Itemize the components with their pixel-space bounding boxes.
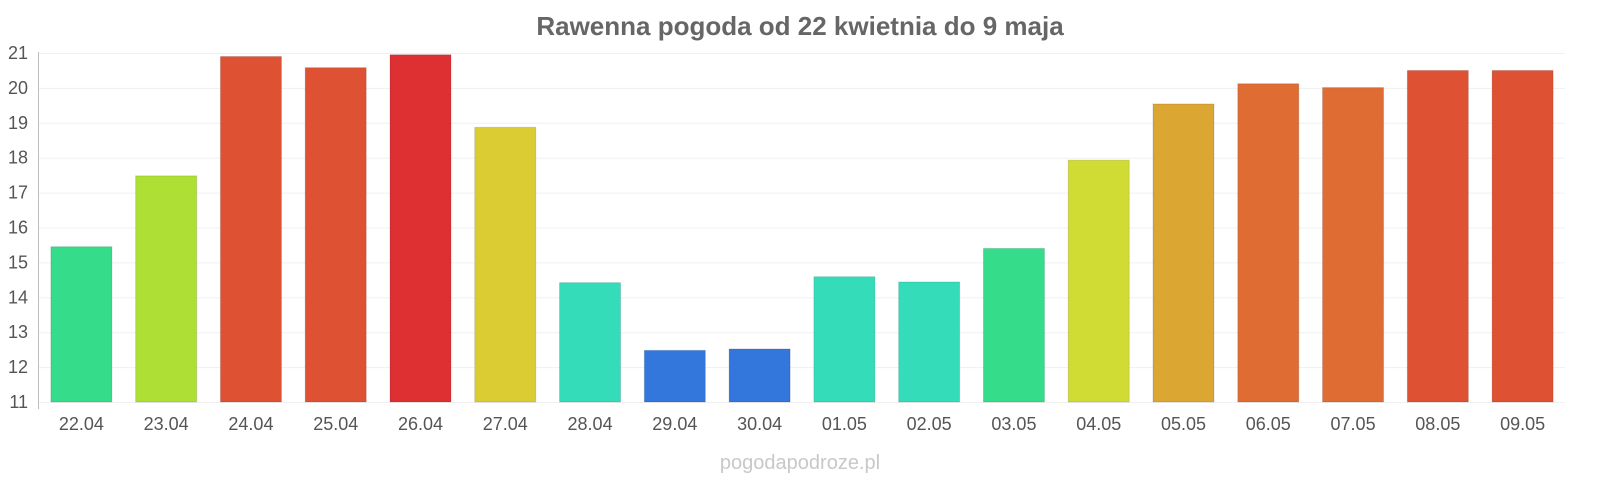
bar-24.04	[219, 55, 282, 403]
y-tick-label: 14	[8, 287, 28, 307]
bar-08.05	[1406, 69, 1469, 403]
bar-29.04	[643, 349, 706, 403]
x-tick-label: 08.05	[1415, 414, 1460, 434]
bar-26.04	[389, 54, 452, 403]
grid-lines	[39, 53, 1565, 403]
x-tick-label: 23.04	[144, 414, 189, 434]
bar-22.04	[50, 246, 113, 403]
x-tick-label: 22.04	[59, 414, 104, 434]
bar-27.04	[474, 126, 537, 403]
y-tick-label: 16	[8, 218, 28, 238]
y-tick-label: 20	[8, 78, 28, 98]
y-tick-label: 12	[8, 357, 28, 377]
x-tick-label: 28.04	[568, 414, 613, 434]
x-tick-label: 29.04	[652, 414, 697, 434]
chart-title: Rawenna pogoda od 22 kwietnia do 9 maja	[536, 11, 1064, 41]
x-axis-ticks: 22.04 23.04 24.04 25.04 26.04 27.04 28.04 29.04…	[59, 414, 1545, 434]
bar-04.05	[1067, 159, 1130, 403]
x-tick-label: 03.05	[991, 414, 1036, 434]
bar-07.05	[1322, 87, 1385, 403]
bar-03.05	[982, 247, 1045, 403]
x-tick-label: 02.05	[907, 414, 952, 434]
x-tick-label: 25.04	[313, 414, 358, 434]
x-tick-label: 09.05	[1500, 414, 1545, 434]
x-tick-label: 04.05	[1076, 414, 1121, 434]
bar-23.04	[135, 175, 198, 403]
y-tick-label: 11	[9, 392, 28, 412]
x-tick-label: 30.04	[737, 414, 782, 434]
bar-09.05	[1491, 69, 1554, 403]
bar-02.05	[898, 281, 961, 403]
bar-06.05	[1237, 83, 1300, 403]
x-tick-label: 06.05	[1246, 414, 1291, 434]
bar-25.04	[304, 67, 367, 403]
y-tick-label: 17	[8, 183, 28, 203]
x-tick-label: 07.05	[1331, 414, 1376, 434]
x-tick-label: 05.05	[1161, 414, 1206, 434]
bar-28.04	[559, 282, 622, 403]
bar-30.04	[728, 348, 791, 403]
x-tick-label: 01.05	[822, 414, 867, 434]
bar-05.05	[1152, 103, 1215, 403]
y-axis-ticks: 11 12 13 14 15 16 17 18 19 20 21	[8, 43, 28, 412]
bars	[50, 54, 1554, 403]
y-tick-label: 15	[8, 252, 28, 272]
bar-01.05	[813, 276, 876, 403]
y-tick-label: 19	[8, 113, 28, 133]
y-tick-label: 21	[8, 43, 28, 63]
watermark: pogodapodroze.pl	[720, 452, 880, 474]
y-tick-label: 13	[8, 322, 28, 342]
x-tick-label: 26.04	[398, 414, 443, 434]
x-tick-label: 27.04	[483, 414, 528, 434]
y-tick-label: 18	[8, 148, 28, 168]
x-tick-label: 24.04	[228, 414, 273, 434]
